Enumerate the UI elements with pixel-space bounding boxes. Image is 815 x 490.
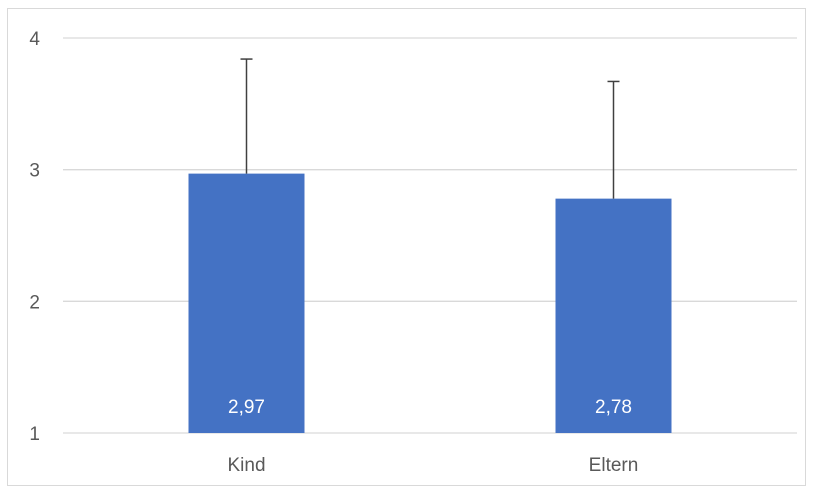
data-label-kind: 2,97 <box>228 397 265 418</box>
x-tick-label-kind: Kind <box>227 455 265 476</box>
bar-eltern <box>555 198 672 433</box>
y-tick-label-2: 2 <box>29 292 40 313</box>
x-axis: Kind Eltern <box>227 455 638 476</box>
y-axis: 1 2 3 4 <box>29 29 40 445</box>
error-bars <box>240 58 620 199</box>
x-tick-label-eltern: Eltern <box>589 455 639 476</box>
y-tick-label-3: 3 <box>29 161 40 182</box>
gridlines <box>63 37 797 434</box>
y-tick-label-1: 1 <box>29 424 40 445</box>
data-label-eltern: 2,78 <box>595 397 632 418</box>
y-tick-label-4: 4 <box>29 29 40 50</box>
bars <box>188 173 672 433</box>
bar-kind <box>188 173 305 433</box>
data-labels: 2,97 2,78 <box>228 397 632 418</box>
chart-frame <box>7 8 806 486</box>
